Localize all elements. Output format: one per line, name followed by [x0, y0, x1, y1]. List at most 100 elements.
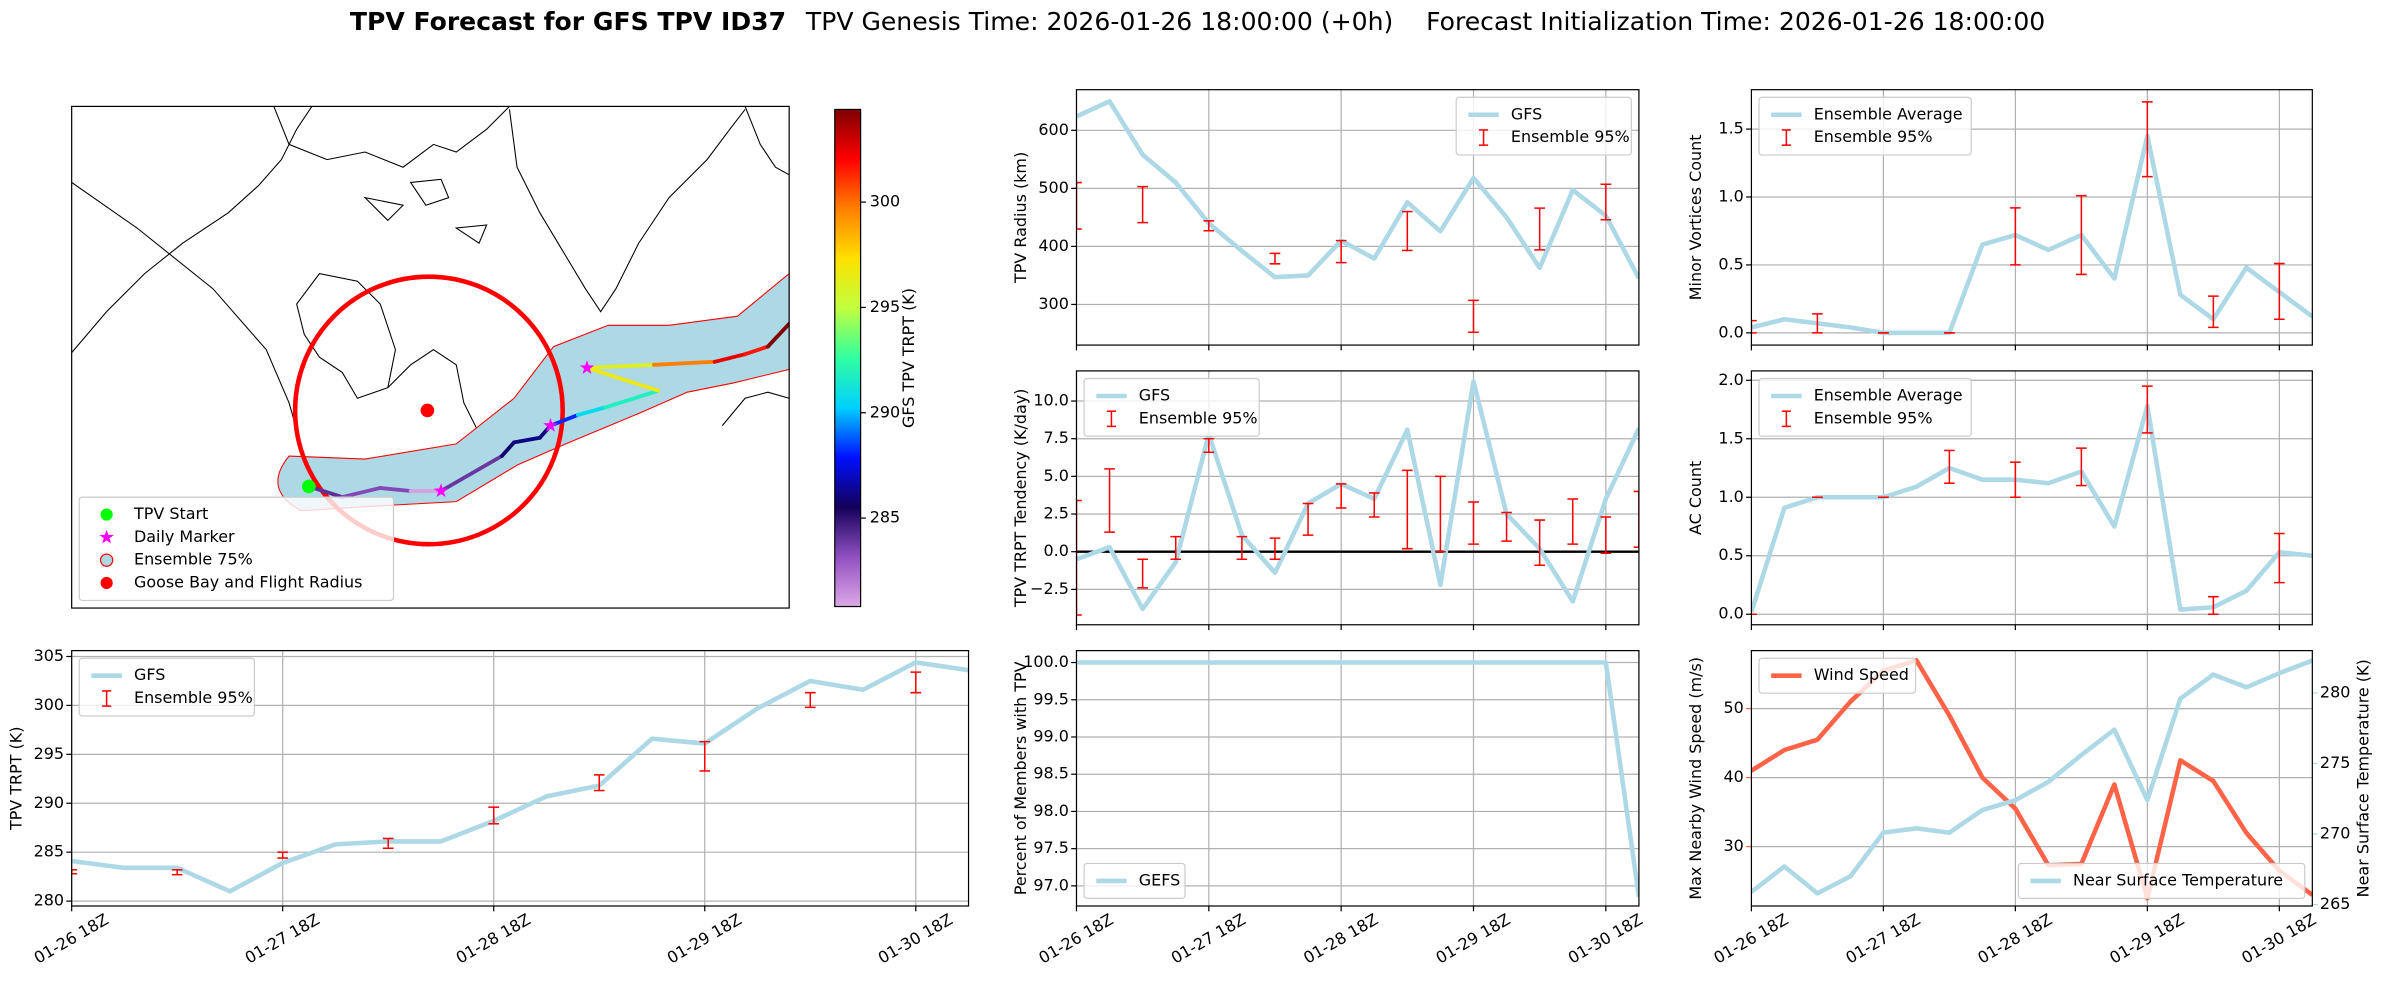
ensemble-area [277, 272, 790, 512]
error-bar [1137, 558, 1148, 589]
plot-content [1751, 89, 2313, 346]
plot-frame [1075, 89, 1640, 346]
error-bar [1534, 519, 1545, 567]
track-segment [512, 435, 542, 445]
y-tick-label: 1.5 [1718, 119, 1743, 138]
error-bar [1236, 535, 1248, 560]
error-bar [2142, 101, 2153, 178]
y-tick-label: 0.0 [1718, 322, 1743, 341]
error-bar [1435, 475, 1446, 553]
legend-handle [100, 508, 113, 521]
legend-box [1455, 96, 1632, 156]
y-axis-label: Minor Vortices Count [1686, 135, 1705, 301]
plot-frame [1075, 650, 1640, 907]
y-tick-label: 400 [1038, 236, 1068, 255]
x-tick-label: 01-29 18Z [2106, 910, 2187, 968]
plot-frame [71, 650, 970, 907]
y-tick-label: 98.0 [1033, 801, 1069, 820]
y-tick-label: 600 [1038, 120, 1068, 139]
error-bar [277, 851, 289, 859]
y-tick-label: 1.0 [1718, 487, 1743, 506]
legend-label: Daily Marker [134, 527, 235, 546]
error-bar [1368, 492, 1380, 518]
y-axis-label: TPV Radius (km) [1011, 152, 1030, 284]
coast [744, 106, 790, 176]
y2-tick-label: 275 [2320, 753, 2350, 772]
y-tick-label: 500 [1038, 178, 1068, 197]
tpv-start [301, 479, 316, 494]
legend-label: GFS [134, 665, 165, 684]
y-tick-label: 5.0 [1043, 466, 1068, 485]
islands [363, 178, 488, 245]
legend-box [1758, 377, 1972, 437]
y-tick-label: 97.0 [1033, 875, 1069, 894]
x-tick-label: 01-27 18Z [242, 910, 323, 968]
y-tick-label: 99.0 [1033, 726, 1069, 745]
legend-label: Ensemble 95% [1511, 127, 1630, 146]
track-segment [585, 365, 661, 393]
error-bar [488, 806, 500, 825]
error-bar [1203, 437, 1215, 454]
coast [71, 106, 313, 354]
error-bar [1170, 535, 1182, 560]
error-bar [804, 691, 816, 709]
x-tick-label: 01-29 18Z [1432, 910, 1513, 968]
y-tick-label: 99.5 [1033, 689, 1069, 708]
legend-box [1083, 377, 1260, 437]
error-bar [1501, 511, 1512, 542]
legend-box [78, 657, 255, 717]
legend-label: Ensemble 95% [1814, 408, 1933, 427]
y-tick-label: 0.5 [1718, 254, 1743, 273]
legend-handle [102, 690, 112, 707]
error-bar [1600, 516, 1612, 554]
legend-handle [1781, 129, 1791, 146]
y-tick-label: 2.5 [1043, 504, 1068, 523]
legend-label: GFS [1511, 104, 1542, 123]
error-bar [2208, 295, 2219, 329]
legend-handle [1106, 410, 1116, 428]
flight-radius [292, 274, 565, 547]
x-tick-label: 01-27 18Z [1842, 910, 1923, 968]
x-tick-label: 01-28 18Z [1300, 910, 1381, 968]
error-bar [1076, 181, 1082, 230]
y-tick-label: 1.0 [1718, 187, 1743, 206]
y-axis-label: AC Count [1686, 461, 1705, 535]
error-bar [2076, 194, 2087, 276]
star-marker [433, 483, 449, 498]
track-segment [603, 388, 661, 410]
error-bar [2274, 532, 2285, 584]
legend-box [78, 496, 395, 602]
legend-label: GFS [1139, 385, 1170, 404]
coast [273, 106, 510, 168]
y-tick-label: 100.0 [1023, 652, 1069, 671]
coast [721, 391, 790, 426]
error-bar [2076, 447, 2087, 487]
y-tick-label: 2.0 [1718, 370, 1743, 389]
error-bar [1269, 537, 1281, 560]
y-tick-label: 30 [1723, 836, 1743, 855]
legend-box [2017, 862, 2306, 900]
colorbar-tick-label: 285 [870, 508, 900, 527]
legend-label: Ensemble 95% [134, 688, 253, 707]
track-segment [499, 440, 516, 458]
error-bar [910, 671, 922, 694]
colorbar-tick-label: 295 [870, 297, 900, 316]
line [1076, 379, 1639, 612]
legend-label: Ensemble Average [1814, 385, 1963, 404]
y-tick-label: 280 [34, 891, 64, 910]
map-content [277, 272, 790, 547]
colorbar [834, 108, 862, 608]
y2-tick-label: 270 [2320, 824, 2350, 843]
legend-handle [1478, 129, 1489, 146]
y-tick-label: −2.5 [1030, 579, 1069, 598]
legend-label: TPV Start [133, 504, 208, 523]
x-tick-label: 01-30 18Z [875, 910, 956, 968]
y-axis-label: Max Nearby Wind Speed (m/s) [1686, 657, 1705, 900]
y-tick-label: 50 [1723, 698, 1743, 717]
error-bar [1076, 499, 1082, 616]
x-tick-label: 01-26 18Z [31, 910, 112, 968]
y-tick-label: 97.5 [1033, 838, 1069, 857]
error-bar [1137, 185, 1148, 224]
legend-label: GEFS [1139, 870, 1180, 889]
